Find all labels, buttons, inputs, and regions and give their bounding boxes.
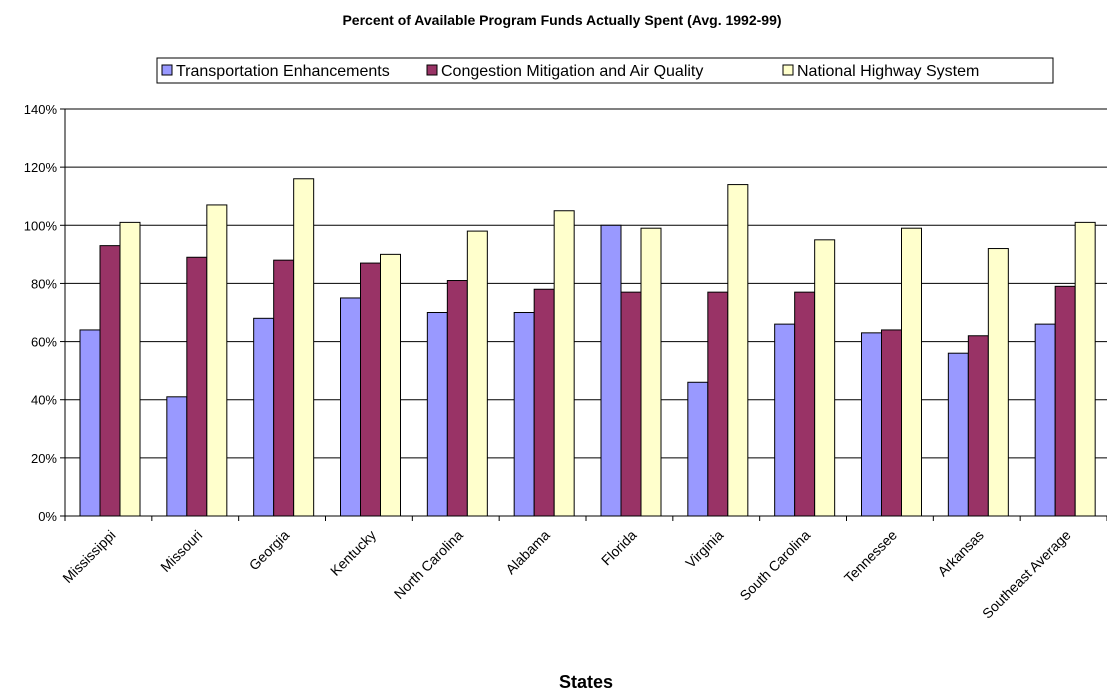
x-tick-label: Georgia xyxy=(246,527,293,574)
bar-national-highway-system-north-carolina xyxy=(466,230,488,517)
bar-national-highway-system-alabama xyxy=(553,210,575,517)
bar-national-highway-system-south-carolina xyxy=(814,239,836,517)
bar-congestion-mitigation-and-air-quality-georgia xyxy=(273,259,295,517)
bar-transportation-enhancements-arkansas xyxy=(947,352,969,517)
bar-congestion-mitigation-and-air-quality-virginia xyxy=(707,291,729,517)
x-tick-label: North Carolina xyxy=(391,527,466,602)
bar-congestion-mitigation-and-air-quality-arkansas xyxy=(967,335,989,517)
bar-congestion-mitigation-and-air-quality-mississippi xyxy=(99,245,121,517)
bar-national-highway-system-southeast-average xyxy=(1074,221,1096,517)
x-tick-label: Tennessee xyxy=(841,527,900,586)
bar-congestion-mitigation-and-air-quality-missouri xyxy=(186,256,208,517)
bar-transportation-enhancements-georgia xyxy=(253,317,275,517)
bar-national-highway-system-missouri xyxy=(206,204,228,517)
bar-congestion-mitigation-and-air-quality-tennessee xyxy=(881,329,902,517)
x-tick-label: South Carolina xyxy=(736,527,813,604)
bar-national-highway-system-virginia xyxy=(727,184,749,517)
y-tick-label: 20% xyxy=(31,451,57,466)
x-tick-label: Mississippi xyxy=(59,527,118,586)
bar-transportation-enhancements-south-carolina xyxy=(774,323,796,517)
legend-label: National Highway System xyxy=(797,63,979,80)
bar-national-highway-system-georgia xyxy=(293,178,315,517)
bar-national-highway-system-florida xyxy=(640,227,662,517)
bar-transportation-enhancements-kentucky xyxy=(340,297,361,517)
y-tick-label: 60% xyxy=(31,335,57,350)
legend: Transportation Enhancements Congestion Mi… xyxy=(156,57,1054,84)
bar-congestion-mitigation-and-air-quality-florida xyxy=(620,291,642,517)
bar-transportation-enhancements-alabama xyxy=(513,312,535,517)
bar-national-highway-system-mississippi xyxy=(119,221,141,517)
y-tick-label: 100% xyxy=(24,218,58,233)
bar-transportation-enhancements-tennessee xyxy=(861,332,882,517)
bar-transportation-enhancements-missouri xyxy=(166,396,188,517)
gridlines xyxy=(65,108,1107,459)
x-tick-label: Kentucky xyxy=(327,527,379,579)
x-tick-label: Alabama xyxy=(502,527,553,578)
bar-congestion-mitigation-and-air-quality-north-carolina xyxy=(446,280,468,517)
y-tick-label: 140% xyxy=(24,102,58,117)
x-tick-label: Missouri xyxy=(157,527,205,575)
x-tick-label: Southeast Average xyxy=(979,527,1074,622)
bar-transportation-enhancements-florida xyxy=(600,224,622,517)
bar-transportation-enhancements-north-carolina xyxy=(426,312,448,517)
y-tick-label: 120% xyxy=(24,160,58,175)
x-tick-label: Virginia xyxy=(682,527,726,571)
legend-swatch xyxy=(782,64,794,76)
y-axis-ticks: 0% 20% 40% 60% 80% 100% 120% 140% xyxy=(24,102,65,524)
chart-title: Percent of Available Program Funds Actua… xyxy=(342,12,781,28)
legend-swatch xyxy=(161,64,173,76)
x-axis-ticks: Mississippi Missouri Georgia Kentucky North … xyxy=(59,516,1107,622)
bar-congestion-mitigation-and-air-quality-southeast-average xyxy=(1054,285,1076,517)
x-tick-label: Florida xyxy=(598,527,640,569)
bar-congestion-mitigation-and-air-quality-kentucky xyxy=(360,262,381,517)
bar-national-highway-system-kentucky xyxy=(380,253,401,517)
bar-congestion-mitigation-and-air-quality-alabama xyxy=(533,288,555,517)
bar-transportation-enhancements-southeast-average xyxy=(1034,323,1056,517)
bar-congestion-mitigation-and-air-quality-south-carolina xyxy=(794,291,816,517)
y-tick-label: 80% xyxy=(31,276,57,291)
x-tick-label: Arkansas xyxy=(934,527,987,580)
legend-swatch xyxy=(426,64,438,76)
x-axis-label: States xyxy=(559,672,613,692)
bar-transportation-enhancements-virginia xyxy=(687,381,709,517)
legend-box xyxy=(156,57,1054,84)
bar-national-highway-system-tennessee xyxy=(901,227,922,517)
bar-national-highway-system-arkansas xyxy=(987,248,1009,517)
y-tick-label: 40% xyxy=(31,393,57,408)
y-tick-label: 0% xyxy=(38,509,57,524)
legend-label: Congestion Mitigation and Air Quality xyxy=(441,63,703,80)
bars xyxy=(79,178,1096,517)
legend-label: Transportation Enhancements xyxy=(176,63,390,80)
bar-transportation-enhancements-mississippi xyxy=(79,329,101,517)
